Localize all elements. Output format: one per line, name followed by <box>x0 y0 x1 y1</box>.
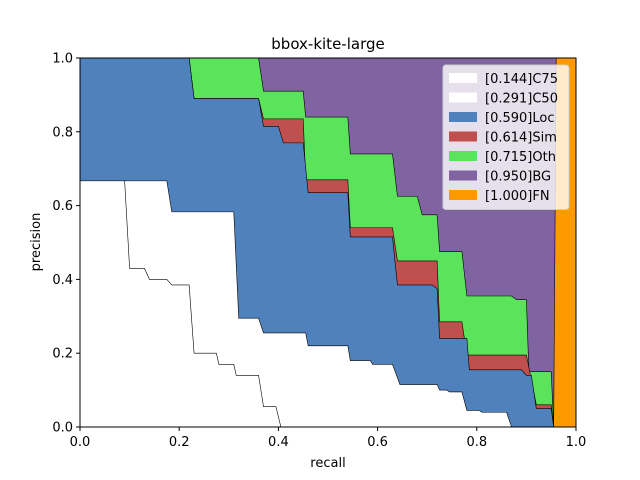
legend-swatch-1 <box>449 92 477 103</box>
plot-areas <box>80 57 577 428</box>
y-tick-label: 0.2 <box>52 347 73 362</box>
legend-swatch-2 <box>449 112 477 122</box>
y-tick-label: 0.6 <box>52 199 73 214</box>
legend-swatch-3 <box>449 131 477 142</box>
curve-series-2 <box>80 57 576 428</box>
x-axis-label: recall <box>310 456 345 471</box>
y-tick-label: 0.8 <box>52 125 73 140</box>
legend-swatch-0 <box>449 73 477 83</box>
chart-title: bbox-kite-large <box>271 35 384 53</box>
legend-label-3: [0.614]Sim <box>485 131 557 146</box>
legend-label-2: [0.590]Loc <box>485 111 554 126</box>
curve-series-1 <box>80 180 576 428</box>
x-tick-label: 0.6 <box>367 435 388 450</box>
y-axis-label: precision <box>29 213 44 272</box>
axis-ticks: 0.0 0.2 0.4 0.6 0.8 1.0 0.0 0.2 0.4 0.6 0.8 1.0 <box>52 52 586 451</box>
legend-swatch-4 <box>449 151 477 161</box>
legend-swatch-5 <box>449 170 477 181</box>
curve-series-0 <box>80 180 576 428</box>
y-tick-label: 1.0 <box>52 52 73 67</box>
x-tick-label: 1.0 <box>566 435 587 450</box>
legend-label-0: [0.144]C75 <box>485 72 558 87</box>
legend-label-1: [0.291]C50 <box>485 92 558 107</box>
legend-swatch-6 <box>449 190 477 200</box>
legend: [0.144]C75 [0.291]C50 [0.590]Loc [0.614]Sim… <box>442 64 570 210</box>
legend-label-5: [0.950]BG <box>485 170 551 185</box>
x-tick-label: 0.2 <box>169 435 190 450</box>
legend-label-4: [0.715]Oth <box>485 150 556 165</box>
x-tick-label: 0.4 <box>268 435 289 450</box>
y-tick-label: 0.0 <box>52 421 73 436</box>
plot-frame <box>79 57 577 428</box>
x-tick-label: 0.0 <box>70 435 91 450</box>
x-tick-label: 0.8 <box>466 435 487 450</box>
curve-series-4 <box>80 57 576 428</box>
legend-label-6: [1.000]FN <box>485 189 550 204</box>
area-series-0 <box>80 180 576 427</box>
y-tick-label: 0.4 <box>52 273 73 288</box>
